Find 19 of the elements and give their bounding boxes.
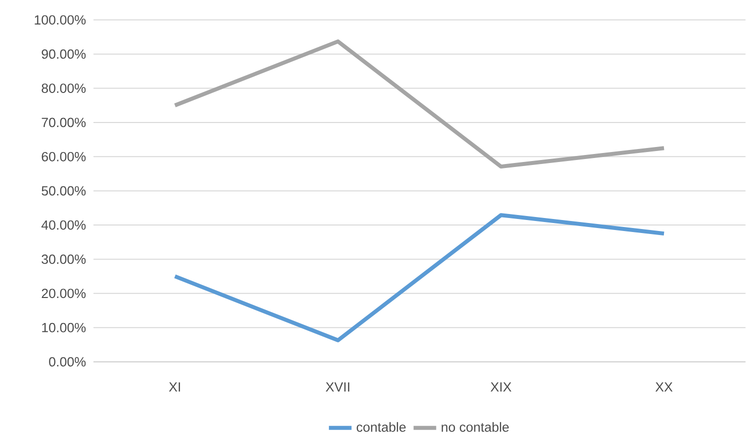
y-tick-label: 50.00%	[42, 186, 86, 196]
legend-label: no contable	[442, 422, 509, 432]
y-tick-label: 70.00%	[42, 118, 86, 128]
y-tick-label: 80.00%	[42, 84, 86, 93]
line-series	[172, 213, 666, 342]
y-tick-label: 10.00%	[42, 322, 86, 332]
x-tick-label: XVII	[326, 382, 350, 392]
y-tick-label: 30.00%	[42, 254, 86, 264]
y-tick-label: 40.00%	[41, 220, 86, 230]
y-tick-label: 100.00%	[34, 15, 86, 25]
y-tick-label: 20.00%	[42, 288, 86, 298]
x-tick-label: XI	[168, 382, 180, 392]
y-tick-label: 60.00%	[42, 152, 86, 162]
y-tick-label: 90.00%	[42, 49, 86, 59]
y-tick-label: 0.00%	[49, 357, 86, 367]
legend-label: contable	[356, 422, 406, 432]
line-series	[172, 39, 666, 169]
x-tick-label: XIX	[490, 382, 512, 392]
x-tick-label: XX	[655, 382, 673, 392]
